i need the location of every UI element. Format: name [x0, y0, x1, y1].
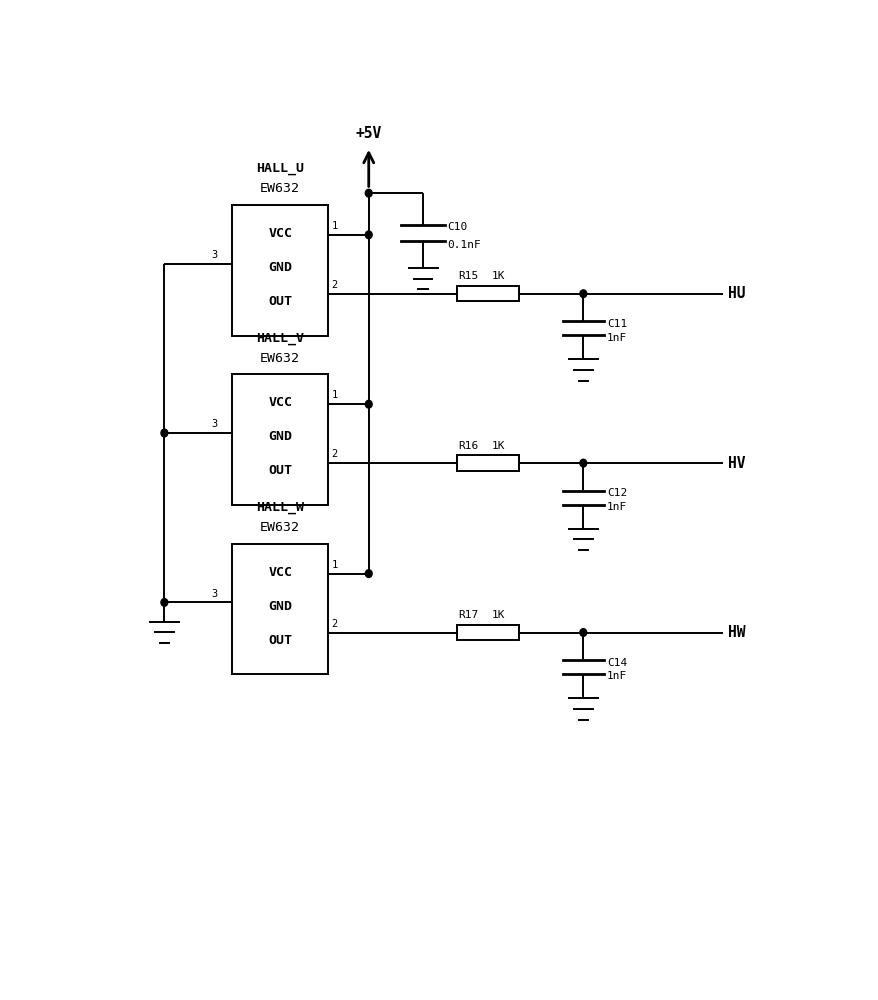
Text: HALL_V: HALL_V — [255, 332, 304, 345]
Circle shape — [161, 429, 168, 437]
Circle shape — [579, 459, 586, 467]
Circle shape — [365, 189, 371, 197]
Text: C11: C11 — [607, 319, 627, 329]
Text: R15: R15 — [457, 271, 478, 281]
Text: OUT: OUT — [268, 464, 291, 477]
Bar — [232, 205, 327, 336]
Text: R16: R16 — [457, 441, 478, 451]
Text: EW632: EW632 — [260, 352, 300, 365]
Text: 2: 2 — [331, 280, 337, 290]
Text: +5V: +5V — [356, 126, 381, 141]
Circle shape — [365, 400, 371, 408]
Circle shape — [365, 570, 371, 577]
Text: 1K: 1K — [491, 271, 504, 281]
Text: 1K: 1K — [491, 610, 504, 620]
Text: VCC: VCC — [268, 227, 291, 240]
Text: VCC: VCC — [268, 396, 291, 409]
Text: 2: 2 — [331, 619, 337, 629]
Text: C14: C14 — [607, 658, 627, 668]
Text: HW: HW — [728, 625, 745, 640]
Text: GND: GND — [268, 430, 291, 443]
Text: HALL_U: HALL_U — [255, 162, 304, 175]
Text: HU: HU — [728, 286, 745, 301]
Text: 3: 3 — [211, 250, 217, 260]
Text: 1nF: 1nF — [607, 333, 627, 343]
Text: 0.1nF: 0.1nF — [447, 240, 480, 250]
Text: C10: C10 — [447, 222, 467, 232]
Text: VCC: VCC — [268, 566, 291, 579]
Bar — [457, 625, 518, 640]
Circle shape — [579, 290, 586, 298]
Text: 1nF: 1nF — [607, 502, 627, 512]
Bar — [232, 374, 327, 505]
Text: HV: HV — [728, 456, 745, 471]
Text: HALL_W: HALL_W — [255, 501, 304, 514]
Text: EW632: EW632 — [260, 182, 300, 195]
Text: 3: 3 — [211, 589, 217, 599]
Text: 1: 1 — [331, 390, 337, 400]
Text: GND: GND — [268, 261, 291, 274]
Bar — [457, 455, 518, 471]
Bar — [457, 286, 518, 301]
Circle shape — [161, 599, 168, 606]
Text: GND: GND — [268, 600, 291, 613]
Circle shape — [579, 629, 586, 636]
Text: OUT: OUT — [268, 295, 291, 308]
Text: 1K: 1K — [491, 441, 504, 451]
Text: 2: 2 — [331, 449, 337, 459]
Text: C12: C12 — [607, 488, 627, 498]
Text: OUT: OUT — [268, 634, 291, 647]
Text: 1: 1 — [331, 560, 337, 570]
Text: 1: 1 — [331, 221, 337, 231]
Text: EW632: EW632 — [260, 521, 300, 534]
Bar — [232, 543, 327, 674]
Text: 3: 3 — [211, 419, 217, 429]
Text: 1nF: 1nF — [607, 671, 627, 681]
Text: R17: R17 — [457, 610, 478, 620]
Circle shape — [365, 231, 371, 239]
